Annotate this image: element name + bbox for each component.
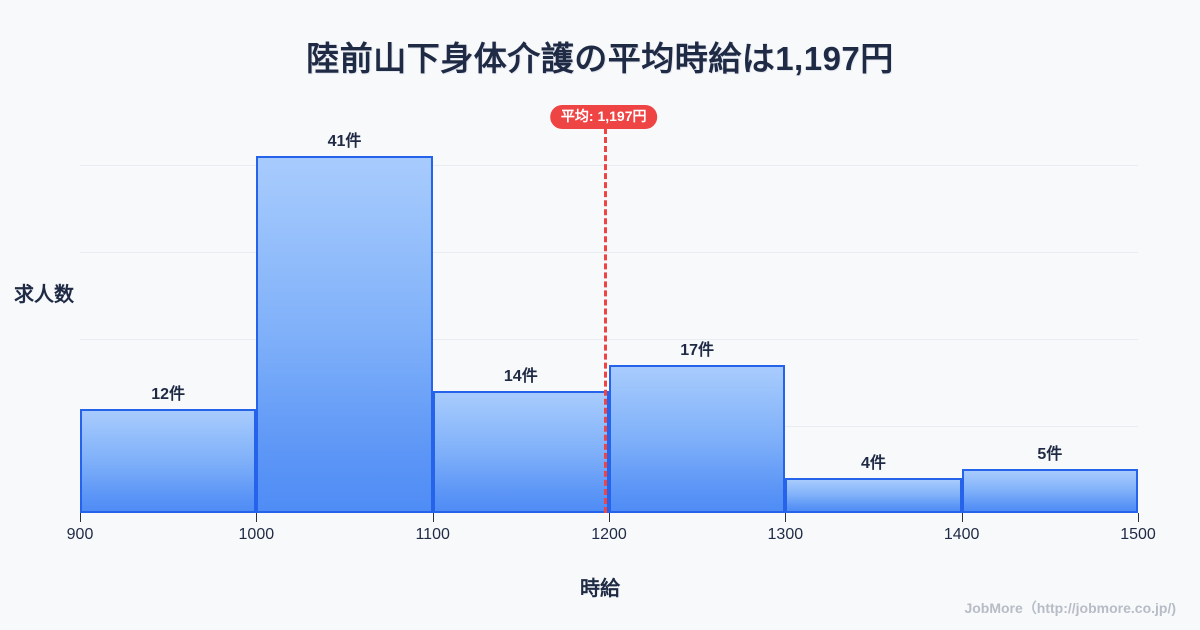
histogram-bar[interactable] xyxy=(961,469,1138,513)
x-axis-tick-label: 900 xyxy=(66,526,94,543)
histogram-bar[interactable] xyxy=(432,391,609,513)
chart-title: 陸前山下身体介護の平均時給は1,197円 xyxy=(306,40,894,77)
x-axis-tick xyxy=(961,513,963,522)
x-axis-tick-label: 1300 xyxy=(767,526,804,543)
x-axis-tick xyxy=(432,513,434,522)
average-line xyxy=(603,128,607,513)
x-axis-tick xyxy=(609,513,610,522)
histogram-bar[interactable] xyxy=(256,155,433,513)
x-axis-tick xyxy=(256,513,258,522)
y-axis-title: 求人数 xyxy=(14,284,74,306)
bar-value-label: 12件 xyxy=(151,385,186,403)
plot-area: 12件 41件 14件 17件 4件 5件 900 1000 1100 1200 1300 1400… xyxy=(67,95,1156,543)
bar-value-label: 17件 xyxy=(680,341,715,359)
x-axis-tick-label: 1400 xyxy=(943,526,980,543)
bar-value-label: 5件 xyxy=(1037,446,1063,464)
bar-value-label: 41件 xyxy=(327,132,362,150)
x-axis-tick-label: 1500 xyxy=(1120,526,1156,543)
histogram-bar[interactable] xyxy=(785,478,962,513)
histogram-bar[interactable] xyxy=(609,364,786,513)
footer-credit: JobMore（http://jobmore.co.jp/) xyxy=(964,600,1176,616)
x-axis-tick xyxy=(785,513,787,522)
bar-value-label: 14件 xyxy=(503,368,538,386)
x-axis-tick-label: 1100 xyxy=(415,526,450,543)
x-axis-baseline xyxy=(80,511,1138,513)
x-axis-tick xyxy=(80,513,81,522)
bar-value-label: 4件 xyxy=(861,455,886,473)
gridline xyxy=(80,251,1138,253)
x-axis-tick-label: 1200 xyxy=(591,526,627,543)
x-axis-tick-label: 1000 xyxy=(238,526,275,543)
gridline xyxy=(80,338,1138,340)
x-axis-tick xyxy=(1138,513,1139,522)
average-badge: 平均: 1,197円 xyxy=(549,105,658,130)
histogram-bar[interactable] xyxy=(80,408,257,513)
x-axis-title: 時給 xyxy=(580,578,620,600)
gridline xyxy=(80,164,1138,166)
